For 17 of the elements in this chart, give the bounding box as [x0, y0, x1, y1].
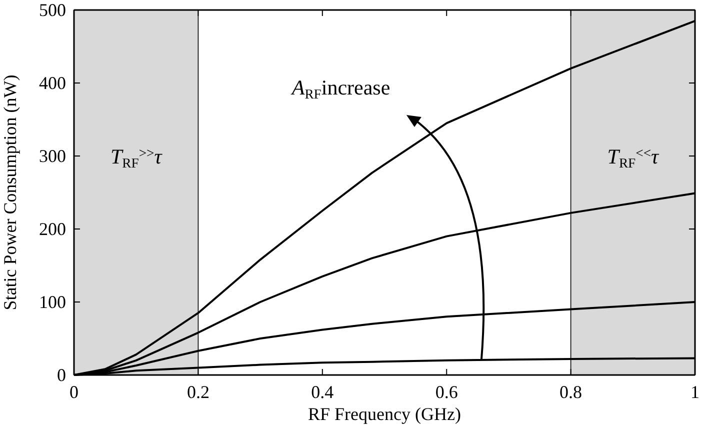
y-tick-label: 500: [39, 0, 66, 20]
y-tick-label: 300: [39, 146, 66, 166]
y-axis-title: Static Power Consumption (nW): [0, 74, 20, 310]
band-label: T$_{RF}$$^{>>}$τ: [110, 144, 164, 170]
y-tick-label: 0: [57, 364, 66, 385]
y-tick-label: 200: [39, 218, 66, 239]
annotation: A$_{RF}$increase: [290, 76, 390, 102]
x-tick-label: 0: [70, 382, 78, 402]
x-axis-title: RF Frequency (GHz): [308, 404, 461, 424]
y-tick-label: 400: [39, 72, 66, 93]
x-tick-label: 0.4: [311, 382, 334, 402]
x-tick-label: 0.6: [435, 382, 458, 402]
x-tick-label: 0.2: [186, 382, 210, 402]
y-tick-label: 100: [39, 292, 66, 312]
x-tick-label: 0.8: [560, 382, 582, 402]
x-tick-label: 1: [690, 382, 700, 402]
band-label: T$_{RF}$$^{<<}$τ: [607, 144, 660, 170]
